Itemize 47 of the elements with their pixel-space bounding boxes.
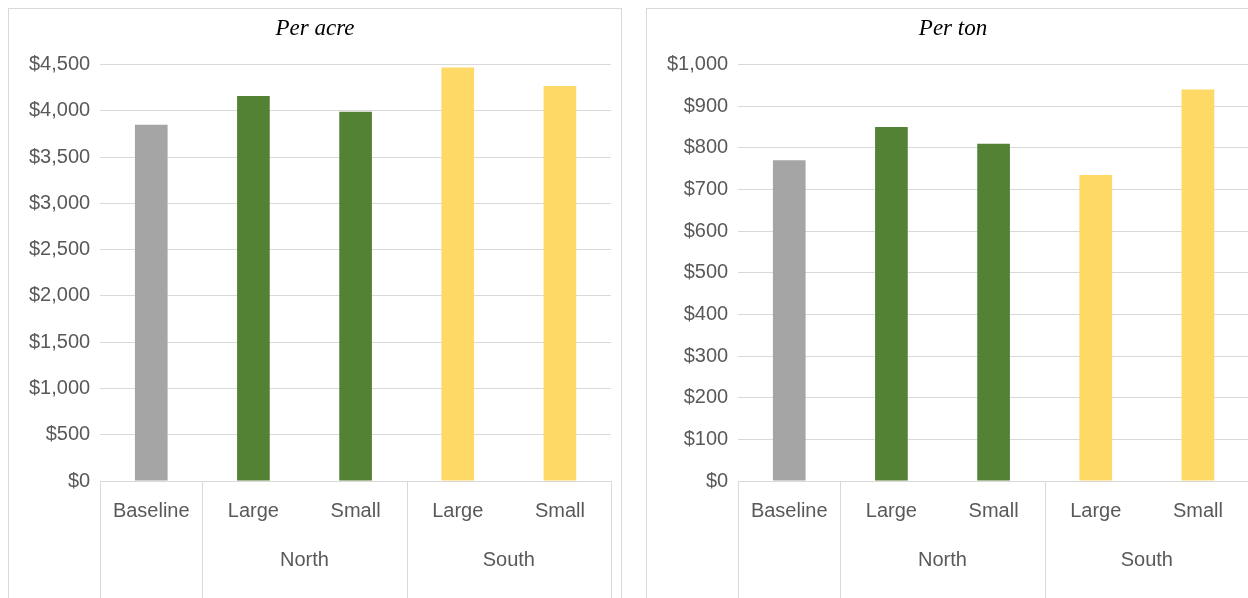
x-tick-label: Baseline	[112, 498, 190, 521]
y-tick-label: $100	[683, 426, 729, 449]
y-tick-label: $2,500	[29, 237, 91, 260]
y-tick-label: $4,500	[29, 52, 91, 75]
y-tick-label: $3,500	[29, 144, 91, 167]
x-tick-label: Small	[534, 498, 585, 521]
bar	[441, 67, 475, 481]
text: North	[918, 547, 967, 570]
y-tick-label: $200	[683, 385, 729, 408]
x-tick-label: Baseline	[750, 498, 828, 521]
y-tick-label: $4,000	[29, 98, 91, 121]
x-tick-label: Large	[1070, 498, 1122, 521]
y-tick-label: $500	[683, 260, 729, 283]
y-tick-label: $0	[705, 468, 729, 491]
bar	[1181, 89, 1215, 481]
y-tick-label: $600	[683, 218, 729, 241]
bar	[977, 143, 1010, 481]
x-tick-label: Small	[968, 498, 1019, 521]
y-tick-label: $800	[683, 135, 729, 158]
text: South	[1120, 547, 1173, 570]
bar	[875, 127, 908, 481]
chart-title: Per ton	[917, 14, 988, 40]
y-tick-label: $1,000	[667, 52, 729, 75]
bar	[1079, 174, 1113, 481]
text: North	[280, 547, 329, 570]
y-tick-label: $1,500	[29, 329, 91, 352]
bar	[339, 111, 372, 481]
x-tick-label: Large	[865, 498, 917, 521]
chart-title: Per acre	[274, 14, 355, 40]
y-tick-label: $900	[683, 93, 729, 116]
x-tick-label: Large	[227, 498, 279, 521]
bar	[237, 96, 270, 481]
x-tick-label: Large	[432, 498, 484, 521]
y-tick-label: $1,000	[29, 375, 91, 398]
y-tick-label: $700	[683, 177, 729, 200]
bar	[134, 124, 168, 481]
x-tick-label: Small	[330, 498, 381, 521]
y-tick-label: $300	[683, 343, 729, 366]
y-tick-label: $0	[67, 468, 91, 491]
x-tick-label: Small	[1172, 498, 1223, 521]
y-tick-label: $400	[683, 301, 729, 324]
y-tick-label: $500	[45, 422, 91, 445]
y-tick-label: $2,000	[29, 283, 91, 306]
text: South	[482, 547, 535, 570]
y-tick-label: $3,000	[29, 190, 91, 213]
bar	[543, 85, 577, 481]
bar	[772, 160, 806, 481]
